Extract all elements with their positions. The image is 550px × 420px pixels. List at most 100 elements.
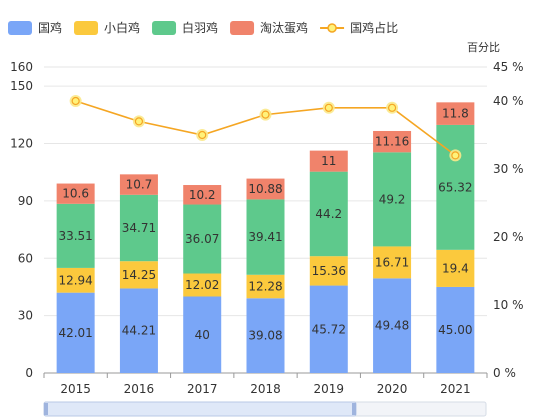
bar-segment[interactable] [436, 102, 475, 125]
line-point[interactable] [134, 117, 144, 126]
y-left-tick-label: 150 [10, 79, 33, 93]
y-left-tick-label: 30 [18, 309, 33, 323]
y-left-tick-label: 60 [18, 251, 33, 265]
x-tick-label: 2018 [250, 382, 281, 396]
x-tick-label: 2019 [314, 382, 345, 396]
bar-segment[interactable] [246, 199, 285, 275]
y-right-tick-label: 30 % [493, 162, 524, 176]
legend-item[interactable]: 白羽鸡 [152, 20, 218, 35]
legend-swatch [74, 21, 99, 35]
y-right-tick-label: 10 % [493, 298, 524, 312]
legend-label: 小白鸡 [104, 20, 140, 35]
data-zoom-slider[interactable] [43, 401, 487, 417]
zoom-handle-left[interactable] [44, 403, 48, 415]
legend-swatch [230, 21, 255, 35]
bar-segment-label: 39.08 [248, 329, 282, 343]
line-series[interactable] [69, 95, 462, 162]
bar-segment-label: 40 [195, 328, 210, 342]
y-left-tick-label: 160 [10, 60, 33, 74]
bar-segment[interactable] [373, 152, 412, 247]
bar-segment-label: 36.07 [185, 232, 219, 246]
bar-segment[interactable] [56, 292, 95, 373]
bar-segment-label: 44.21 [122, 324, 156, 338]
bar-series[interactable] [56, 102, 475, 374]
bar-segment[interactable] [119, 174, 158, 195]
bar-segment[interactable] [183, 273, 222, 297]
bar-segment-label: 11.8 [442, 107, 469, 121]
bar-segment[interactable] [309, 150, 348, 172]
chart-legend[interactable]: 国鸡 小白鸡 白羽鸡 淘汰蛋鸡 国鸡占比 [8, 20, 398, 35]
bar-segment-label: 10.7 [126, 178, 153, 192]
x-axis: 2015 2016 2017 2018 2019 2020 2021 [43, 373, 488, 396]
bar-segment-label: 12.02 [185, 278, 219, 292]
bar-segment[interactable] [183, 204, 222, 274]
legend-item[interactable]: 小白鸡 [74, 20, 140, 35]
bar-segment[interactable] [246, 178, 285, 200]
bar-segment-label: 11.16 [375, 135, 409, 149]
legend-label: 国鸡占比 [350, 20, 398, 35]
legend-swatch [8, 21, 32, 35]
x-tick-label: 2021 [440, 382, 471, 396]
line-point[interactable] [451, 151, 460, 160]
y-left-tick-label: 120 [10, 137, 33, 151]
bar-segment-label: 10.2 [189, 188, 216, 202]
bar-segment-label: 49.2 [379, 192, 406, 206]
bar-segment[interactable] [56, 183, 95, 204]
y-left-tick-label: 90 [18, 194, 33, 208]
bar-segment-label: 11 [321, 154, 336, 168]
bar-segment-label: 12.28 [248, 280, 282, 294]
y-axis-left: 0 30 60 90 120 150 160 [10, 60, 33, 380]
legend-swatch [152, 21, 177, 35]
line-point[interactable] [198, 130, 207, 140]
bar-segment-label: 44.2 [315, 207, 342, 221]
x-tick-label: 2016 [124, 382, 155, 396]
bar-data-labels: 42.01 12.94 33.51 10.6 44.21 14.25 34.71 10.7 40… [58, 107, 472, 343]
bar-segment[interactable] [309, 256, 348, 286]
legend-label: 国鸡 [38, 20, 62, 35]
bar-segment-label: 10.6 [62, 187, 89, 201]
legend-item[interactable]: 国鸡 [8, 20, 62, 35]
bar-segment[interactable] [246, 274, 285, 299]
bar-segment-label: 10.88 [248, 182, 282, 196]
zoom-window[interactable] [43, 401, 357, 417]
bar-segment-label: 14.25 [122, 268, 156, 282]
bar-segment[interactable] [309, 171, 348, 257]
legend-item[interactable]: 国鸡占比 [320, 20, 398, 35]
line-point[interactable] [261, 110, 270, 119]
x-tick-label: 2015 [60, 382, 91, 396]
bar-segment-label: 49.48 [375, 319, 409, 333]
bar-segment-label: 12.94 [58, 273, 92, 287]
bar-segment[interactable] [56, 267, 95, 293]
legend-label: 淘汰蛋鸡 [260, 20, 308, 35]
line-point[interactable] [71, 96, 80, 106]
bar-segment[interactable] [56, 203, 95, 268]
legend-item[interactable]: 淘汰蛋鸡 [230, 20, 308, 35]
bar-segment[interactable] [119, 261, 158, 289]
bar-segment[interactable] [119, 194, 158, 262]
line-point[interactable] [324, 103, 333, 112]
legend-label: 白羽鸡 [182, 20, 218, 35]
bar-segment[interactable] [119, 288, 158, 373]
line-point[interactable] [387, 103, 397, 112]
bar-segment-label: 45.00 [438, 323, 472, 337]
bar-segment-label: 34.71 [122, 221, 156, 235]
zoom-handle-right[interactable] [352, 403, 356, 415]
y-right-tick-label: 0 % [493, 366, 516, 380]
x-tick-label: 2020 [377, 382, 408, 396]
y-right-tick-label: 20 % [493, 230, 524, 244]
bar-segment[interactable] [183, 296, 222, 374]
bar-segment-label: 65.32 [438, 180, 472, 194]
bar-segment[interactable] [246, 298, 285, 373]
bar-segment[interactable] [436, 286, 475, 373]
bar-segment[interactable] [309, 285, 348, 373]
bar-segment[interactable] [373, 278, 412, 373]
bar-segment[interactable] [373, 130, 412, 153]
bar-segment-label: 33.51 [58, 229, 92, 243]
y-left-tick-label: 0 [25, 366, 33, 380]
bar-segment-label: 39.41 [248, 230, 282, 244]
bar-segment-label: 42.01 [58, 326, 92, 340]
bar-segment[interactable] [436, 249, 475, 287]
bar-segment[interactable] [183, 185, 222, 205]
y-axis-right: 百分比 0 % 10 % 20 % 30 % 40 % 45 % [467, 41, 524, 380]
bar-segment[interactable] [373, 246, 412, 279]
